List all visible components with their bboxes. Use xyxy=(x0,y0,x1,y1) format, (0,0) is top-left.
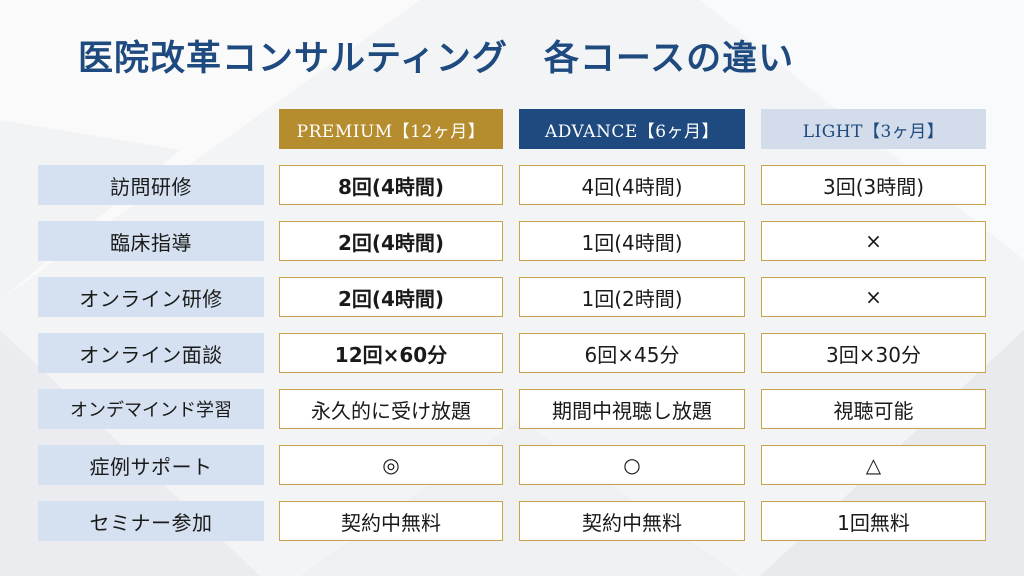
course-header-premium: PREMIUM【12ヶ月】 xyxy=(279,109,503,149)
cell-premium: 2回(4時間) xyxy=(279,221,503,261)
cell-advance: 4回(4時間) xyxy=(519,165,745,205)
cell-premium: 2回(4時間) xyxy=(279,277,503,317)
cell-advance: ○ xyxy=(519,445,745,485)
cell-premium: ◎ xyxy=(279,445,503,485)
cell-premium: 契約中無料 xyxy=(279,501,503,541)
cell-light: × xyxy=(761,221,986,261)
cell-premium: 12回×60分 xyxy=(279,333,503,373)
cell-light: 視聴可能 xyxy=(761,389,986,429)
row-label-on-demand-learning: オンデマインド学習 xyxy=(38,389,264,429)
cell-advance: 6回×45分 xyxy=(519,333,745,373)
row-label-visit-training: 訪問研修 xyxy=(38,165,264,205)
row-label-online-training: オンライン研修 xyxy=(38,277,264,317)
cell-advance: 期間中視聴し放題 xyxy=(519,389,745,429)
cell-advance: 1回(2時間) xyxy=(519,277,745,317)
row-label-seminar: セミナー参加 xyxy=(38,501,264,541)
cell-light: △ xyxy=(761,445,986,485)
cell-light: 3回×30分 xyxy=(761,333,986,373)
cell-light: 1回無料 xyxy=(761,501,986,541)
page-title: 医院改革コンサルティング 各コースの違い xyxy=(78,38,795,79)
cell-advance: 契約中無料 xyxy=(519,501,745,541)
course-header-advance: ADVANCE【6ヶ月】 xyxy=(519,109,745,149)
cell-advance: 1回(4時間) xyxy=(519,221,745,261)
cell-premium: 永久的に受け放題 xyxy=(279,389,503,429)
row-label-case-support: 症例サポート xyxy=(38,445,264,485)
cell-premium: 8回(4時間) xyxy=(279,165,503,205)
cell-light: 3回(3時間) xyxy=(761,165,986,205)
course-header-light: LIGHT【3ヶ月】 xyxy=(761,109,986,149)
row-label-clinical-guidance: 臨床指導 xyxy=(38,221,264,261)
row-label-online-meeting: オンライン面談 xyxy=(38,333,264,373)
cell-light: × xyxy=(761,277,986,317)
